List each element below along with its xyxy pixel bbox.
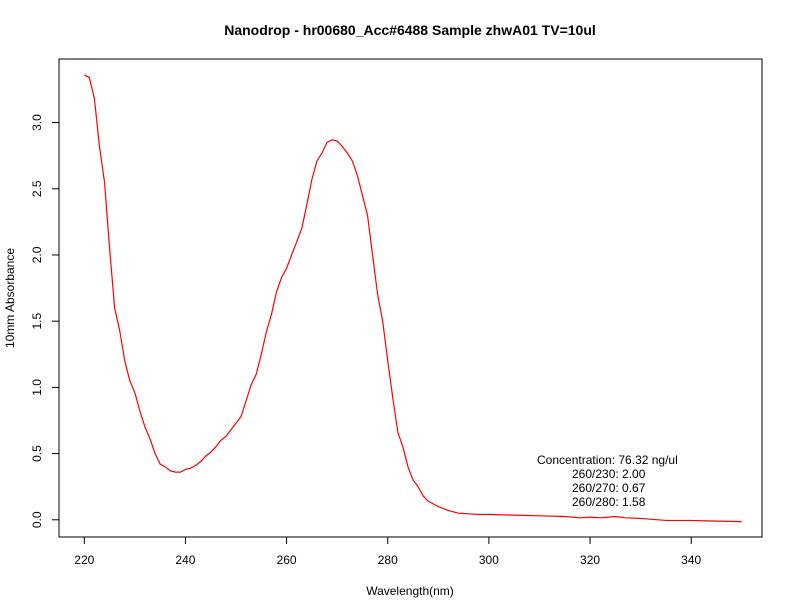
y-tick-label-3.0: 3.0 xyxy=(30,114,44,131)
x-tick-label-240: 240 xyxy=(175,553,195,567)
x-tick-label-280: 280 xyxy=(378,553,398,567)
annotation-concentration: Concentration: 76.32 ng/ul xyxy=(537,453,678,467)
y-tick-label-1.0: 1.0 xyxy=(30,379,44,396)
x-axis: 220 240 260 280 300 320 340 xyxy=(74,537,702,567)
y-axis-label: 10mm Absorbance xyxy=(3,248,17,348)
x-tick-label-220: 220 xyxy=(74,553,94,567)
y-tick-label-2.5: 2.5 xyxy=(30,180,44,197)
y-tick-label-0.5: 0.5 xyxy=(30,445,44,462)
y-tick-label-0.0: 0.0 xyxy=(30,511,44,528)
x-tick-label-260: 260 xyxy=(277,553,297,567)
x-tick-label-320: 320 xyxy=(580,553,600,567)
annotation-260-270: 260/270: 0.67 xyxy=(572,481,646,495)
y-tick-label-2.0: 2.0 xyxy=(30,246,44,263)
x-axis-label: Wavelength(nm) xyxy=(366,584,454,598)
annotation-260-280: 260/280: 1.58 xyxy=(572,495,646,509)
chart-title: Nanodrop - hr00680_Acc#6488 Sample zhwA0… xyxy=(224,22,596,38)
annotation-260-230: 260/230: 2.00 xyxy=(572,467,646,481)
plot-frame xyxy=(58,58,763,538)
x-tick-label-300: 300 xyxy=(479,553,499,567)
y-tick-label-1.5: 1.5 xyxy=(30,313,44,330)
y-axis: 0.0 0.5 1.0 1.5 2.0 2.5 3.0 xyxy=(30,114,59,528)
absorbance-line xyxy=(84,74,742,523)
x-tick-label-340: 340 xyxy=(681,553,701,567)
